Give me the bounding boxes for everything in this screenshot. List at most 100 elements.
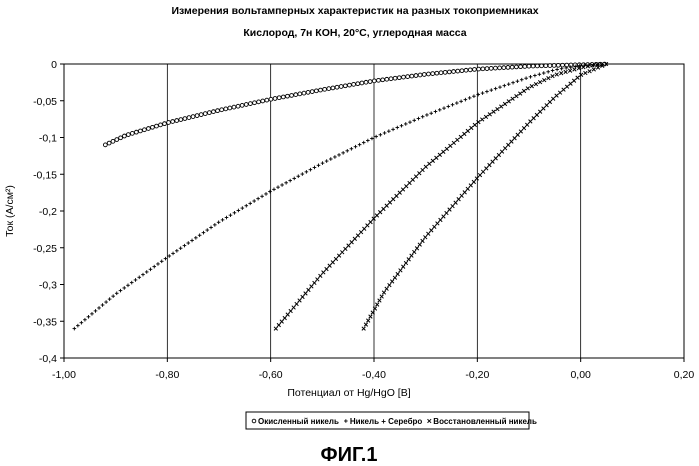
data-point	[220, 108, 224, 112]
y-tick-label: -0,1	[39, 133, 57, 145]
data-point	[115, 138, 119, 142]
data-point	[298, 92, 302, 96]
data-point	[556, 63, 560, 67]
data-point	[191, 115, 195, 119]
data-point	[535, 64, 539, 68]
data-point	[427, 72, 431, 76]
figure-label: ФИГ.1	[321, 444, 378, 466]
x-axis-label: Потенциал от Hg/HgO [В]	[287, 387, 410, 399]
data-point	[294, 93, 298, 97]
data-point	[343, 84, 347, 88]
data-point	[167, 121, 171, 125]
y-tick-label: 0	[51, 59, 57, 71]
data-point	[155, 124, 159, 128]
y-tick-label: -0,05	[33, 96, 57, 108]
data-point	[216, 109, 220, 113]
data-point	[477, 67, 481, 71]
y-axis-label: Ток (А/см²)	[4, 185, 16, 237]
data-point	[439, 71, 443, 75]
data-point	[385, 77, 389, 81]
data-point	[339, 85, 343, 89]
legend-label: Никель + Серебро	[350, 417, 423, 426]
data-point	[199, 113, 203, 117]
data-point	[126, 133, 130, 137]
data-point	[224, 107, 228, 111]
data-point	[514, 65, 518, 69]
x-tick-label: -0,40	[362, 369, 386, 381]
data-point	[447, 70, 451, 74]
data-point	[418, 73, 422, 77]
data-point	[368, 80, 372, 84]
data-point	[544, 64, 548, 68]
data-point	[103, 143, 107, 147]
data-point	[431, 72, 435, 76]
data-point	[277, 96, 281, 100]
x-tick-label: 0,20	[674, 369, 695, 381]
data-point	[410, 74, 414, 78]
chart-subtitle: Кислород, 7н КОН, 20°С, углеродная масса	[243, 27, 466, 39]
data-point	[456, 69, 460, 73]
data-point	[443, 70, 447, 74]
data-point	[327, 87, 331, 91]
data-point	[364, 80, 368, 84]
data-point	[171, 120, 175, 124]
y-axis: 0-0,05-0,1-0,15-0,2-0,25-0,3-0,35-0,4	[33, 59, 64, 365]
data-point	[306, 90, 310, 94]
data-point	[565, 63, 569, 67]
data-point	[552, 64, 556, 68]
data-point	[290, 94, 294, 98]
x-tick-label: -0,20	[465, 369, 489, 381]
y-tick-label: -0,4	[39, 353, 57, 365]
data-point	[422, 73, 426, 77]
x-tick-label: -1,00	[52, 369, 76, 381]
y-tick-label: -0,3	[39, 280, 57, 292]
data-point	[498, 66, 502, 70]
data-point	[119, 136, 123, 140]
data-point	[151, 125, 155, 129]
data-point	[314, 89, 318, 93]
data-point	[452, 70, 456, 74]
data-point	[464, 68, 468, 72]
data-point	[489, 66, 493, 70]
data-point	[159, 123, 163, 127]
data-point	[310, 90, 314, 94]
data-point	[257, 100, 261, 104]
data-point	[183, 117, 187, 121]
data-point	[323, 87, 327, 91]
data-point	[253, 101, 257, 105]
data-point	[402, 75, 406, 79]
data-point	[360, 81, 364, 85]
data-point	[510, 65, 514, 69]
data-point	[435, 71, 439, 75]
data-point	[130, 131, 134, 135]
x-tick-label: 0,00	[570, 369, 591, 381]
data-point	[236, 104, 240, 108]
data-point	[175, 119, 179, 123]
data-point	[372, 79, 376, 83]
data-point	[143, 128, 147, 132]
data-point	[561, 63, 565, 67]
data-point	[228, 106, 232, 110]
data-point	[519, 65, 523, 69]
data-point	[527, 64, 531, 68]
legend-marker	[252, 419, 256, 423]
data-point	[406, 75, 410, 79]
legend: Окисленный никельНикель + СереброВосстан…	[252, 417, 537, 426]
data-point	[240, 103, 244, 107]
data-point	[138, 129, 142, 133]
y-tick-label: -0,15	[33, 169, 57, 181]
data-point	[163, 122, 167, 126]
data-point	[460, 69, 464, 73]
data-point	[203, 112, 207, 116]
data-point	[302, 91, 306, 95]
data-point	[494, 66, 498, 70]
data-point	[481, 67, 485, 71]
data-point	[377, 78, 381, 82]
data-point	[261, 99, 265, 103]
data-point	[352, 82, 356, 86]
data-point	[248, 102, 252, 106]
data-point	[111, 139, 115, 143]
data-point	[244, 103, 248, 107]
data-point	[331, 86, 335, 90]
data-point	[286, 94, 290, 98]
